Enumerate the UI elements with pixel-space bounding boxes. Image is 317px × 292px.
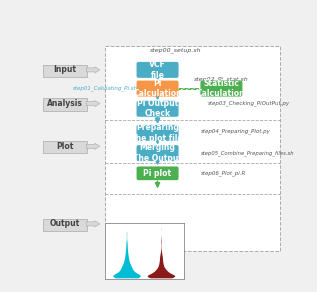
FancyBboxPatch shape — [42, 141, 87, 153]
FancyBboxPatch shape — [137, 166, 178, 180]
Text: step06_Plot_pi.R: step06_Plot_pi.R — [201, 171, 246, 176]
Text: Analysis: Analysis — [47, 99, 83, 108]
Text: Pi
Calculation: Pi Calculation — [133, 79, 182, 98]
Text: Merging
The Output: Merging The Output — [133, 143, 182, 163]
FancyBboxPatch shape — [137, 62, 178, 78]
Text: Statistic
Calculation: Statistic Calculation — [197, 79, 246, 98]
FancyBboxPatch shape — [42, 65, 87, 77]
Text: Preparing
the plot file: Preparing the plot file — [132, 123, 183, 142]
Text: step03_Checking_PiOutPut.py: step03_Checking_PiOutPut.py — [208, 100, 290, 106]
FancyArrow shape — [86, 143, 100, 150]
Text: Output: Output — [50, 219, 80, 228]
Text: step00_setup.sh: step00_setup.sh — [150, 48, 202, 53]
FancyArrow shape — [86, 221, 100, 227]
FancyBboxPatch shape — [105, 46, 281, 251]
Text: step01_Calulating_Pi.sh: step01_Calulating_Pi.sh — [74, 86, 139, 91]
FancyBboxPatch shape — [200, 81, 243, 97]
FancyBboxPatch shape — [137, 101, 178, 117]
FancyBboxPatch shape — [42, 98, 87, 111]
FancyBboxPatch shape — [42, 219, 87, 231]
Text: step02_Pi_stat.sh: step02_Pi_stat.sh — [194, 76, 249, 81]
Text: Pi Output
Check: Pi Output Check — [137, 99, 178, 119]
Text: VCF
file: VCF file — [149, 60, 166, 80]
FancyArrow shape — [86, 100, 100, 107]
Text: Input: Input — [53, 65, 76, 74]
Text: Pi plot: Pi plot — [144, 169, 171, 178]
Text: step05_Combine_Preparing_files.sh: step05_Combine_Preparing_files.sh — [201, 150, 294, 156]
Text: step04_Preparing_Plot.py: step04_Preparing_Plot.py — [201, 128, 270, 134]
FancyBboxPatch shape — [137, 81, 178, 97]
FancyArrow shape — [86, 67, 100, 73]
Text: Plot: Plot — [56, 142, 74, 151]
FancyBboxPatch shape — [137, 125, 178, 141]
FancyBboxPatch shape — [137, 145, 178, 161]
